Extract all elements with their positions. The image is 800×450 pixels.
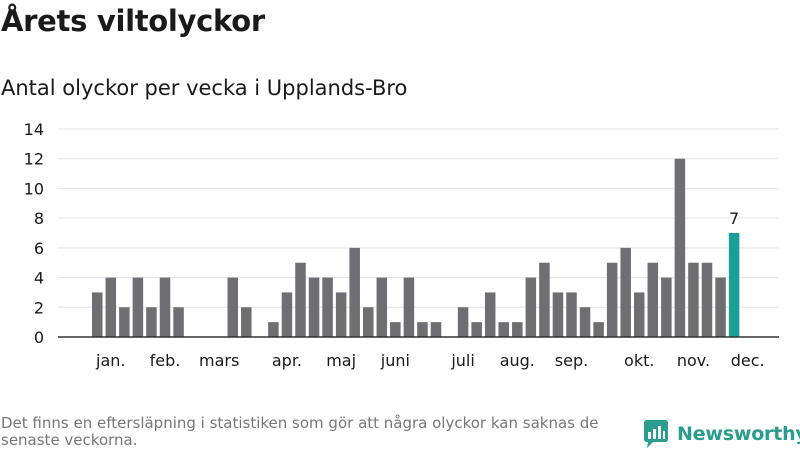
bar <box>457 307 469 337</box>
x-month-label: dec. <box>731 351 765 370</box>
bar <box>268 322 279 337</box>
bar <box>403 277 415 337</box>
bar <box>132 277 144 337</box>
bar <box>647 262 659 337</box>
y-tick-label: 12 <box>24 150 44 169</box>
bar <box>159 277 171 337</box>
chart-subtitle: Antal olyckor per vecka i Upplands-Bro <box>1 76 408 100</box>
bar <box>322 277 333 337</box>
x-month-label: aug. <box>500 351 535 370</box>
x-month-label: apr. <box>272 351 302 370</box>
y-tick-label: 4 <box>34 269 44 288</box>
bar <box>241 307 252 337</box>
x-month-label: mars <box>199 351 239 370</box>
bar <box>335 292 347 337</box>
bar <box>105 277 117 337</box>
x-month-label: sep. <box>555 351 588 370</box>
y-axis-ticks: 0 2 4 6 8 10 12 14 <box>24 120 44 347</box>
data-labels: 7 <box>729 209 739 228</box>
bar <box>281 292 293 337</box>
newsworthy-logo-icon <box>644 420 668 448</box>
bar-highlighted <box>728 233 740 337</box>
brand-name: Newsworthy <box>677 423 800 445</box>
footnote: Det finns en eftersläpning i statistiken… <box>1 414 599 449</box>
bar <box>688 262 699 337</box>
bar <box>552 292 564 337</box>
bar <box>715 277 726 337</box>
bar <box>512 322 523 337</box>
bar <box>92 292 103 337</box>
bar <box>634 292 645 337</box>
data-label: 7 <box>729 209 739 228</box>
x-month-label: juli <box>450 351 474 370</box>
bar <box>674 158 686 337</box>
bar <box>363 307 374 337</box>
brand: Newsworthy <box>644 420 800 448</box>
bar <box>308 277 320 337</box>
bar <box>173 307 184 337</box>
gridlines <box>58 128 779 308</box>
x-month-label: feb. <box>150 351 181 370</box>
x-month-label: maj <box>326 351 356 370</box>
y-tick-label: 10 <box>24 179 44 198</box>
y-tick-label: 6 <box>34 239 44 258</box>
bar <box>484 292 496 337</box>
bar <box>606 262 618 337</box>
bar <box>566 292 577 337</box>
bar-chart: 0 2 4 6 8 10 12 14 jan. feb. mars apr. maj juni juli a… <box>24 120 779 370</box>
bars <box>92 158 740 337</box>
bar <box>525 277 537 337</box>
bar <box>593 322 604 337</box>
bar <box>227 277 238 337</box>
bar <box>579 307 591 337</box>
bar <box>119 307 130 337</box>
bar <box>146 307 157 337</box>
bar <box>430 322 442 337</box>
bar <box>620 247 631 337</box>
y-tick-label: 14 <box>24 120 44 139</box>
x-month-label: nov. <box>677 351 710 370</box>
bar <box>390 322 401 337</box>
x-month-label: juni <box>380 351 410 370</box>
x-month-label: okt. <box>624 351 654 370</box>
x-axis-month-labels: jan. feb. mars apr. maj juni juli aug. sep. okt. n… <box>95 351 765 370</box>
bar <box>349 247 360 337</box>
bar <box>701 262 713 337</box>
bar <box>471 322 482 337</box>
bar <box>661 277 672 337</box>
y-tick-label: 2 <box>34 298 44 317</box>
bar <box>295 262 306 337</box>
page-title: Årets viltolyckor <box>1 4 265 38</box>
x-month-label: jan. <box>95 351 125 370</box>
y-tick-label: 0 <box>34 328 44 347</box>
y-tick-label: 8 <box>34 209 44 228</box>
bar <box>539 262 550 337</box>
bar <box>417 322 428 337</box>
bar <box>376 277 388 337</box>
bar <box>498 322 509 337</box>
